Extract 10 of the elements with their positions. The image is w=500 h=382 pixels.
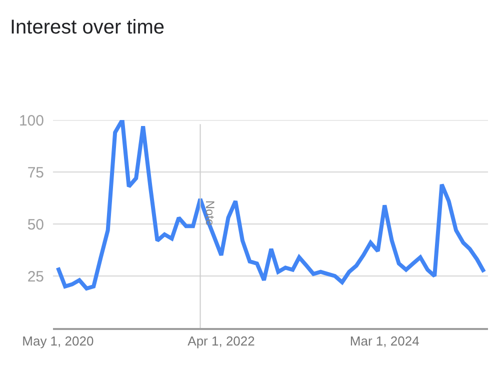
y-tick-label: 50 (27, 216, 44, 234)
y-tick-label: 25 (27, 268, 44, 286)
x-tick-label: May 1, 2020 (22, 334, 94, 349)
line-series (56, 120, 486, 290)
ref-line-label: Note (202, 200, 217, 226)
chart-title: Interest over time (10, 16, 165, 39)
x-tick-label: Apr 1, 2022 (188, 334, 255, 349)
y-tick-label: 100 (18, 112, 44, 130)
x-tick-label: Mar 1, 2024 (350, 334, 420, 349)
y-tick-label: 75 (27, 164, 44, 182)
